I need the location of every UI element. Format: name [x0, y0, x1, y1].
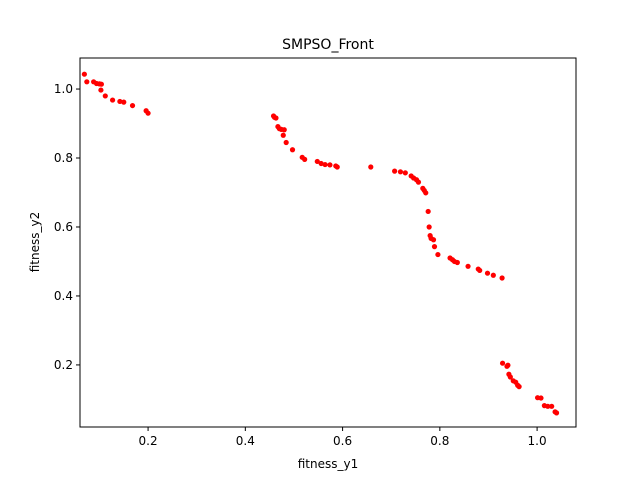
- data-point-26: [314, 158, 320, 165]
- data-point-28: [322, 161, 328, 168]
- data-point-23: [289, 147, 296, 153]
- x-axis-label: fitness_y1: [298, 457, 359, 471]
- data-point-35: [402, 170, 408, 176]
- data-point-49: [435, 251, 441, 258]
- y-tick-label: 0.4: [54, 289, 73, 303]
- chart-title: SMPSO_Front: [282, 37, 374, 53]
- plot-area: [81, 71, 560, 416]
- data-point-8: [109, 97, 116, 103]
- data-point-13: [145, 110, 151, 116]
- data-point-57: [484, 270, 491, 276]
- y-tick-label: 0.6: [54, 220, 73, 234]
- data-point-27: [318, 160, 324, 167]
- data-point-44: [426, 224, 432, 230]
- data-point-9: [117, 98, 123, 105]
- axes-frame: [79, 57, 577, 428]
- data-point-33: [392, 168, 398, 174]
- data-point-7: [102, 93, 108, 99]
- data-point-39: [415, 179, 422, 185]
- data-point-53: [454, 259, 460, 266]
- data-point-34: [397, 169, 404, 175]
- data-point-32: [368, 164, 374, 170]
- y-axis-label: fitness_y2: [28, 212, 42, 273]
- y-tick-label: 0.8: [54, 151, 73, 165]
- data-point-56: [477, 267, 483, 274]
- data-point-31: [334, 164, 340, 170]
- data-point-21: [280, 132, 286, 138]
- data-point-42: [423, 190, 429, 196]
- x-axis-ticks: 0.2 0.4 0.6 0.8 1.0: [139, 427, 547, 448]
- data-point-75: [553, 410, 560, 416]
- data-point-22: [283, 139, 289, 146]
- data-point-11: [129, 102, 136, 109]
- data-point-58: [490, 272, 496, 278]
- data-point-10: [121, 99, 127, 105]
- data-point-43: [425, 208, 431, 215]
- data-point-29: [327, 162, 333, 168]
- data-point-16: [273, 115, 279, 121]
- data-point-72: [545, 403, 551, 409]
- y-axis-ticks: 0.2 0.4 0.6 0.8 1.0: [54, 82, 80, 372]
- data-point-25: [302, 156, 308, 162]
- data-point-68: [516, 384, 522, 390]
- y-tick-label: 1.0: [54, 82, 73, 96]
- x-tick-label: 0.2: [139, 434, 158, 448]
- x-tick-label: 1.0: [528, 434, 547, 448]
- data-point-47: [430, 237, 437, 243]
- data-point-60: [499, 360, 506, 366]
- x-tick-label: 0.4: [236, 434, 255, 448]
- data-point-48: [431, 244, 438, 250]
- data-point-1: [84, 79, 90, 85]
- data-point-73: [549, 403, 555, 409]
- data-point-70: [538, 395, 544, 401]
- data-point-20: [281, 127, 287, 133]
- data-point-59: [499, 275, 505, 281]
- data-point-62: [504, 363, 510, 369]
- data-point-5: [98, 81, 104, 87]
- x-tick-label: 0.6: [333, 434, 352, 448]
- data-point-0: [81, 71, 87, 77]
- data-point-6: [98, 87, 104, 93]
- y-tick-label: 0.2: [54, 358, 73, 372]
- data-point-64: [507, 374, 513, 380]
- x-tick-label: 0.8: [430, 434, 449, 448]
- data-point-54: [465, 263, 471, 269]
